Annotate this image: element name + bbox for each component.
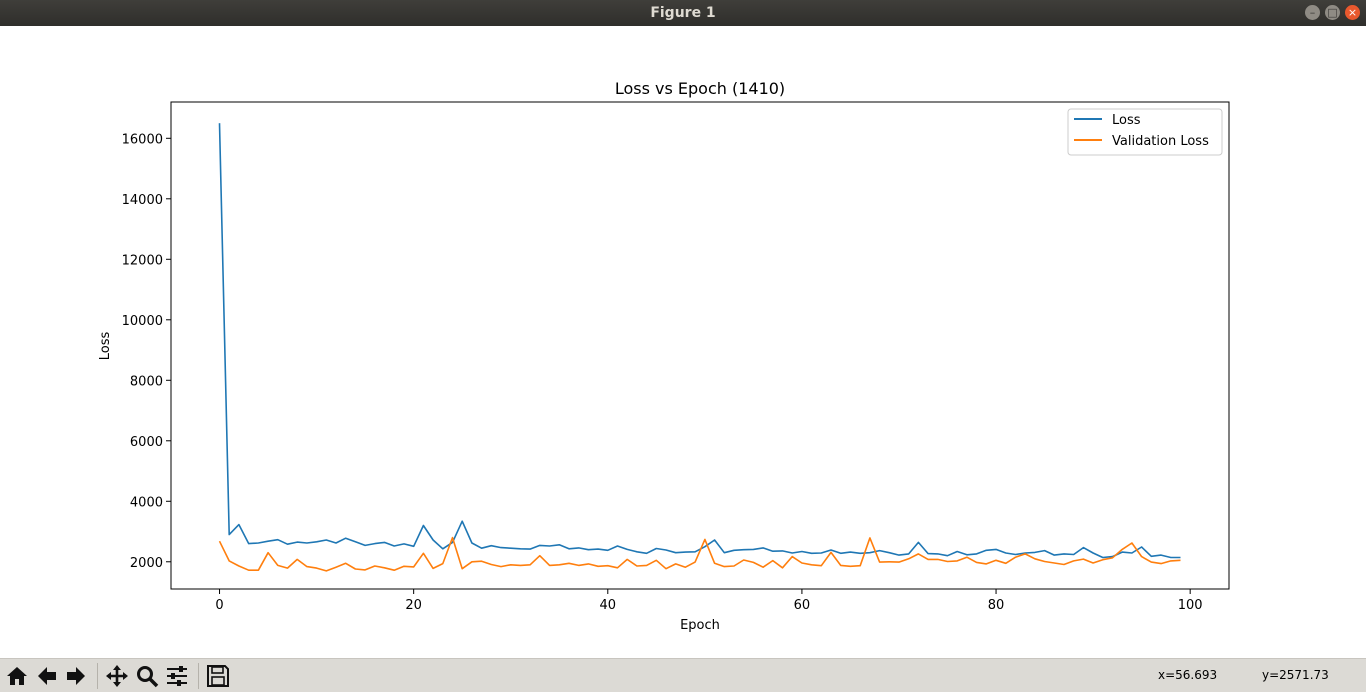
arrow-right-icon (67, 667, 85, 685)
zoom-button[interactable] (133, 662, 161, 690)
sliders-icon (167, 666, 187, 686)
y-tick-label: 12000 (122, 253, 163, 268)
legend-label-loss: Loss (1112, 113, 1141, 128)
legend-label-validation-loss: Validation Loss (1112, 134, 1209, 149)
figure-canvas[interactable]: 0 20 40 60 80 100 2000 4000 6000 8000 10000 12000 14… (0, 26, 1366, 658)
pan-button[interactable] (103, 662, 131, 690)
y-tick-label: 14000 (122, 193, 163, 208)
y-tick-label: 16000 (122, 132, 163, 147)
maximize-button[interactable]: □ (1325, 5, 1340, 20)
save-button[interactable] (204, 662, 232, 690)
y-axis-label: Loss (98, 332, 113, 361)
home-icon (7, 667, 27, 685)
y-tick-label: 10000 (122, 314, 163, 329)
window-titlebar: Figure 1 – □ × (0, 0, 1366, 26)
loss-series-line (218, 123, 1181, 559)
magnifier-icon (137, 666, 159, 688)
home-button[interactable] (3, 662, 31, 690)
maximize-icon: □ (1327, 6, 1338, 19)
chart-title: Loss vs Epoch (1410) (615, 79, 785, 98)
minimize-button[interactable]: – (1305, 5, 1320, 20)
x-tick-label: 100 (1178, 598, 1203, 613)
y-tick-label: 2000 (130, 556, 163, 571)
back-button[interactable] (33, 662, 61, 690)
arrow-left-icon (38, 667, 56, 685)
loss-chart: 0 20 40 60 80 100 2000 4000 6000 8000 10000 12000 14… (98, 79, 1230, 633)
navigation-toolbar: x=56.693 y=2571.73 (0, 658, 1366, 692)
y-tick-label: 4000 (130, 495, 163, 510)
configure-subplots-button[interactable] (163, 662, 191, 690)
x-axis-label: Epoch (680, 618, 720, 633)
y-coordinate-readout: y=2571.73 (1262, 668, 1329, 682)
toolbar-separator (97, 663, 98, 689)
x-coordinate-readout: x=56.693 (1158, 668, 1218, 682)
y-tick-label: 8000 (130, 374, 163, 389)
legend: Loss Validation Loss (1067, 108, 1223, 156)
legend-box (1067, 108, 1223, 156)
x-tick-label: 40 (600, 598, 617, 613)
close-button[interactable]: × (1345, 5, 1360, 20)
toolbar-separator (198, 663, 199, 689)
floppy-disk-icon (207, 665, 229, 687)
plot-area-frame (170, 101, 1230, 590)
validation-loss-series-line (218, 536, 1181, 572)
forward-button[interactable] (62, 662, 90, 690)
x-tick-label: 60 (794, 598, 811, 613)
y-tick-label: 6000 (130, 435, 163, 450)
x-tick-label: 20 (405, 598, 422, 613)
minimize-icon: – (1309, 6, 1316, 19)
window-title: Figure 1 (650, 5, 716, 21)
x-tick-label: 80 (988, 598, 1005, 613)
close-icon: × (1347, 6, 1358, 19)
x-tick-label: 0 (215, 598, 223, 613)
move-icon (106, 665, 128, 687)
